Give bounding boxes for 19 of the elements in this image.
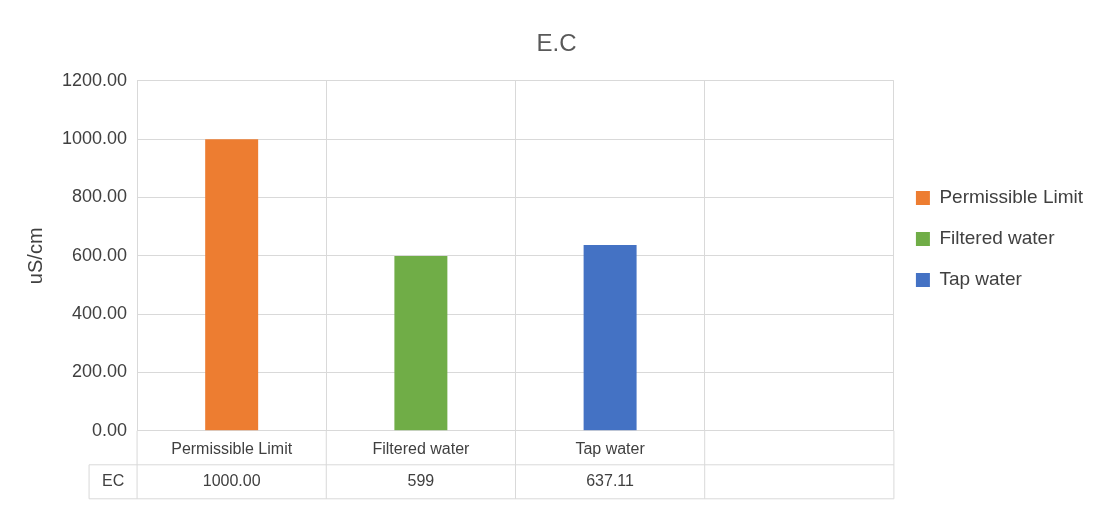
legend-label: Filtered water — [939, 227, 1056, 249]
x-tick-label: Permissible Limit — [171, 439, 293, 457]
data-label: 637.11 — [586, 472, 635, 490]
text: EC — [101, 472, 125, 490]
y-tick-label: 1000.00 — [61, 128, 128, 149]
y-axis-title: uS/cm — [23, 227, 46, 285]
data-label: 599 — [407, 472, 435, 490]
data-label: 1000.00 — [202, 472, 261, 490]
y-tick-label: 800.00 — [72, 186, 128, 207]
y-tick-label: 200.00 — [72, 361, 128, 382]
legend-label: Tap water — [939, 268, 1023, 290]
y-tick-label: 600.00 — [72, 244, 128, 265]
x-tick-label: Tap water — [575, 439, 646, 457]
y-tick-label: 1200.00 — [61, 69, 128, 90]
y-tick-label: 400.00 — [72, 303, 128, 324]
chart-title: E.C — [536, 29, 577, 57]
legend-label: Permissible Limit — [939, 186, 1084, 208]
x-tick-label: Filtered water — [372, 439, 471, 457]
y-tick-label: 0.00 — [92, 419, 128, 440]
